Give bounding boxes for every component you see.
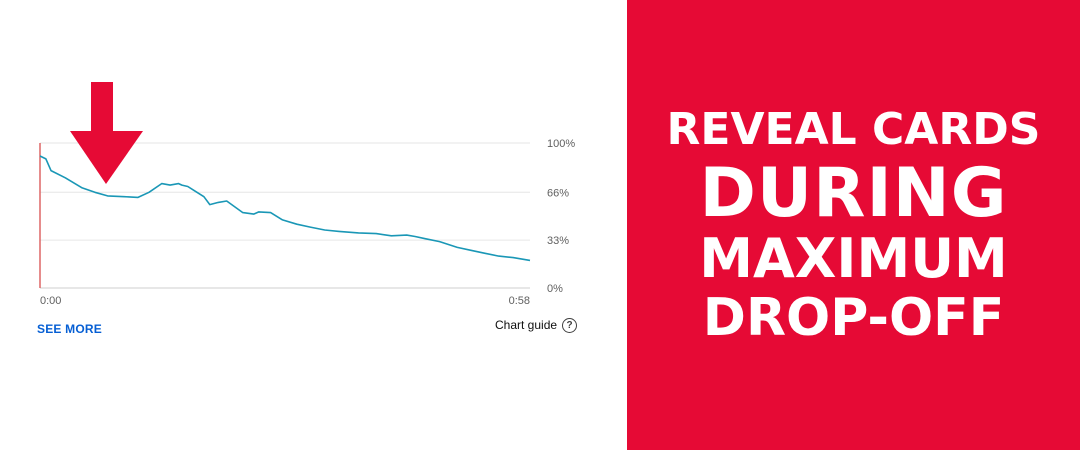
x-tick-label: 0:58 [509,295,530,307]
headline-line-1: REVEAL CARDS [666,104,1041,155]
y-tick-label: 100% [547,138,575,150]
help-circle-icon[interactable]: ? [562,317,578,333]
arrow-shaft [91,82,113,134]
headline-line-4: DROP-OFF [702,288,1005,348]
x-axis-labels: 0:00 0:58 [40,295,530,307]
promo-panel: REVEAL CARDS DURING MAXIMUM DROP-OFF [627,0,1080,450]
headline-line-2: DURING [699,154,1008,233]
chart-guide-label: Chart guide [495,318,558,332]
see-more-link[interactable]: SEE MORE [37,322,102,336]
promo-headline: REVEAL CARDS DURING MAXIMUM DROP-OFF [627,104,1080,348]
headline-line-3: MAXIMUM [699,227,1008,290]
x-tick-label: 0:00 [40,295,61,307]
y-axis-labels: 100% 66% 33% 0% [547,138,575,295]
retention-chart-panel: 100% 66% 33% 0% 0:00 0:58 SEE MORE Chart gui… [37,82,578,336]
y-tick-label: 0% [547,283,563,295]
y-tick-label: 33% [547,235,569,247]
retention-chart: 100% 66% 33% 0% 0:00 0:58 [39,82,575,307]
retention-series-line [39,155,531,262]
chart-guide-button[interactable]: Chart guide ? [495,316,578,334]
arrow-head [70,131,143,184]
red-down-arrow [70,82,143,184]
chart-grid [40,142,530,289]
y-tick-label: 66% [547,187,569,199]
